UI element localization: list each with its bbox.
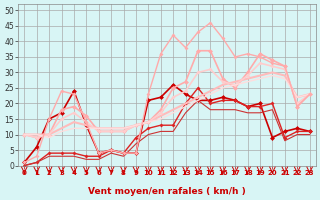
X-axis label: Vent moyen/en rafales ( km/h ): Vent moyen/en rafales ( km/h ) bbox=[88, 187, 246, 196]
